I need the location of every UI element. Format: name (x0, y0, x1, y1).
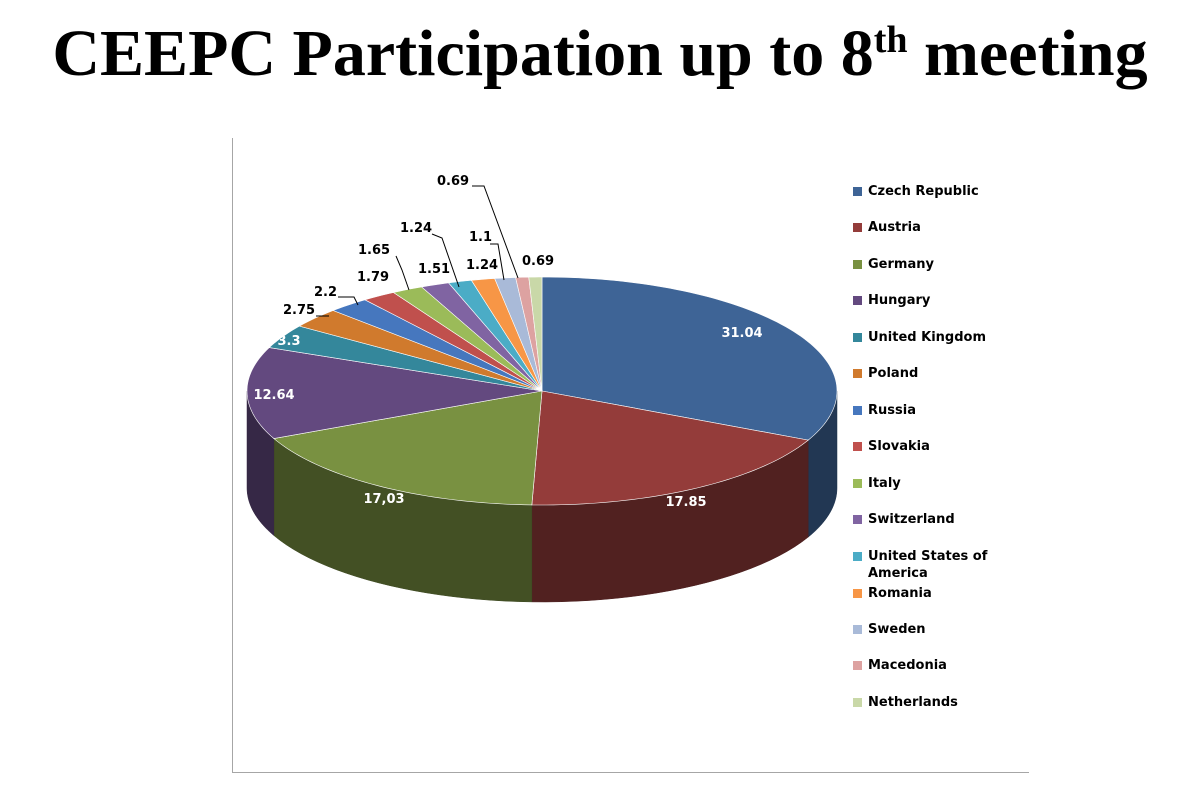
pie-slice-2 (273, 390, 543, 506)
legend-swatch (853, 625, 862, 634)
legend-swatch (853, 260, 862, 269)
data-label-4: 3.3 (277, 334, 300, 349)
legend-swatch (853, 698, 862, 707)
data-label-1: 17.85 (665, 495, 706, 510)
legend-swatch (853, 369, 862, 378)
legend-label: United States of America (868, 549, 988, 581)
data-label-11: 1.24 (466, 258, 498, 273)
pie-slice-8 (392, 286, 543, 392)
legend-label: Sweden (868, 622, 926, 637)
data-label-0: 31.04 (721, 326, 762, 341)
data-label-10: 1.24 (400, 221, 432, 236)
pie-slice-3 (246, 347, 543, 439)
legend-label: Czech Republic (868, 184, 979, 199)
legend-item: Sweden (853, 621, 1033, 638)
legend-swatch (853, 552, 862, 561)
legend-item: Italy (853, 475, 1033, 492)
data-label-14: 0.69 (522, 254, 554, 269)
pie-slice-0 (541, 276, 838, 441)
legend-label: Netherlands (868, 695, 958, 710)
legend-label: Poland (868, 366, 919, 381)
legend-label: Germany (868, 257, 934, 272)
title-superscript: th (873, 19, 908, 61)
legend-label: Macedonia (868, 658, 947, 673)
legend-swatch (853, 333, 862, 342)
pie-slice-6 (332, 299, 543, 392)
data-label-9: 1.51 (418, 262, 450, 277)
data-label-8: 1.65 (358, 243, 390, 258)
legend-item: Poland (853, 365, 1033, 382)
legend-swatch (853, 187, 862, 196)
legend-item: Hungary (853, 292, 1033, 309)
data-label-13: 0.69 (437, 174, 469, 189)
legend-swatch (853, 296, 862, 305)
pie-slice-1 (531, 390, 809, 506)
legend-label: United Kingdom (868, 330, 987, 345)
legend-item: United Kingdom (853, 329, 1033, 346)
legend-swatch (853, 406, 862, 415)
data-label-12: 1.1 (469, 230, 492, 245)
legend-item: Czech Republic (853, 183, 1033, 200)
pie-slice-7 (364, 292, 543, 392)
legend-item: Macedonia (853, 657, 1033, 674)
legend-item: Austria (853, 219, 1033, 236)
legend-item: Netherlands (853, 694, 1033, 711)
legend-item: Switzerland (853, 511, 1033, 528)
legend-label: Romania (868, 586, 932, 601)
legend-swatch (853, 515, 862, 524)
legend-label: Russia (868, 403, 916, 418)
leader-line-6 (338, 296, 359, 306)
legend-swatch (853, 661, 862, 670)
legend-item: Russia (853, 402, 1033, 419)
legend-swatch (853, 442, 862, 451)
data-label-7: 1.79 (357, 270, 389, 285)
leader-line-13 (472, 185, 519, 279)
legend-swatch (853, 589, 862, 598)
data-label-6: 2.2 (314, 285, 337, 300)
legend-label: Austria (868, 220, 921, 235)
legend-label: Slovakia (868, 439, 930, 454)
legend-swatch (853, 223, 862, 232)
legend-label: Switzerland (868, 512, 955, 527)
data-label-3: 12.64 (253, 388, 294, 403)
data-label-5: 2.75 (283, 303, 315, 318)
legend-swatch (853, 479, 862, 488)
title-tail: meeting (924, 17, 1148, 90)
pie-slice-14 (528, 276, 543, 392)
leader-line-12 (490, 243, 505, 281)
pie-slice-4 (268, 325, 543, 392)
chart-title: CEEPC Participation up to 8th meeting (0, 17, 1200, 91)
data-label-2: 17,03 (363, 492, 404, 507)
legend-label: Italy (868, 476, 901, 491)
leader-line-8 (395, 255, 410, 291)
legend-item: Germany (853, 256, 1033, 273)
leader-line-10 (431, 233, 460, 288)
legend-item: Slovakia (853, 438, 1033, 455)
legend-item: Romania (853, 585, 1033, 602)
chart-plot-area (232, 138, 1029, 773)
title-main: CEEPC Participation up to 8 (52, 17, 874, 90)
pie-slice-5 (298, 310, 543, 392)
legend-item: United States of America (853, 548, 1033, 582)
legend-label: Hungary (868, 293, 931, 308)
